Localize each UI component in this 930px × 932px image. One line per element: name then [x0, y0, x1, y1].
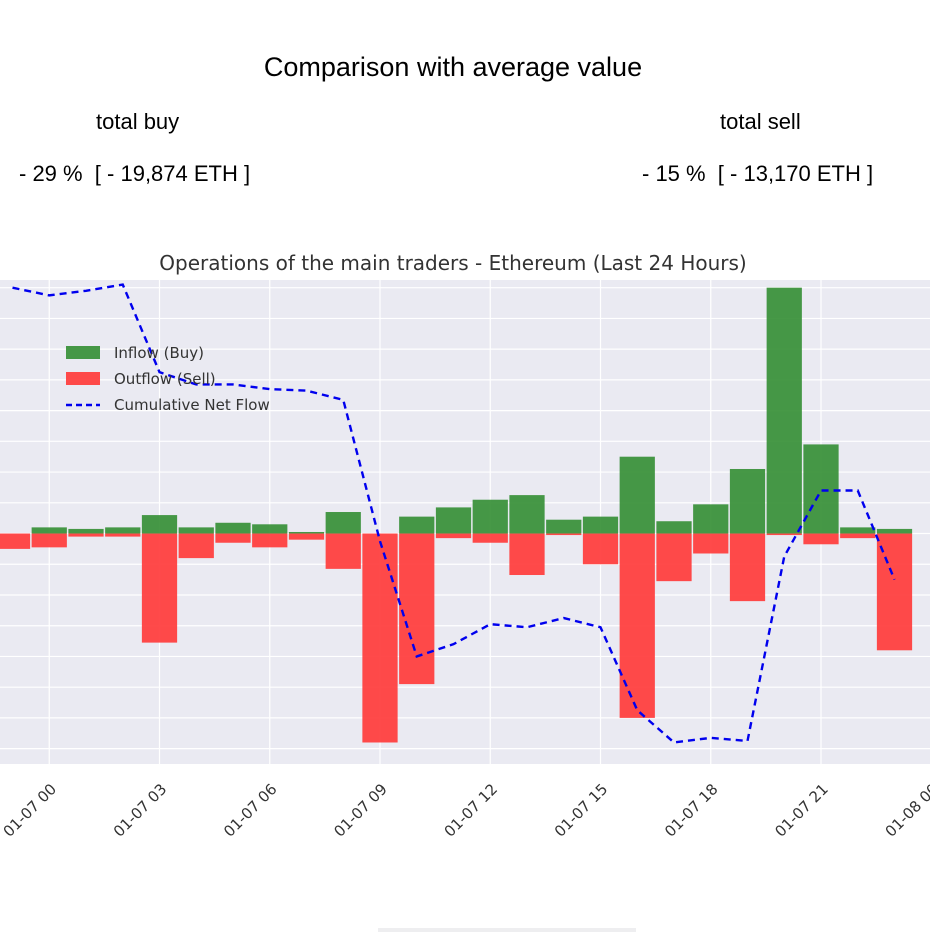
- outflow-bar: [803, 533, 839, 545]
- legend-swatch-outflow: [66, 372, 100, 385]
- page-title: Comparison with average value: [263, 52, 643, 82]
- outflow-bar: [105, 533, 141, 537]
- x-axis-ticks: 01-07 00 01-07 03 01-07 06 01-07 09 01-07 12…: [0, 780, 930, 840]
- legend-label-net-flow: Cumulative Net Flow: [114, 396, 270, 414]
- outflow-bar: [840, 533, 876, 539]
- inflow-bar: [178, 527, 214, 534]
- outflow-bar: [766, 533, 802, 536]
- outflow-bar: [582, 533, 619, 565]
- inflow-bar: [546, 519, 582, 534]
- legend: Inflow (Buy) Outflow (Sell) Cumulative N…: [66, 344, 270, 414]
- inflow-bar: [435, 507, 472, 534]
- outflow-bar: [472, 533, 508, 543]
- net-flow-group: [12, 283, 896, 744]
- outflow-bar: [68, 533, 104, 537]
- x-tick-label: 01-07 12: [441, 780, 501, 840]
- inflow-bar: [509, 495, 545, 534]
- outflow-bar: [656, 533, 692, 582]
- outflow-bar: [215, 533, 251, 543]
- outflow-bar: [178, 533, 214, 559]
- inflow-bar: [840, 527, 876, 534]
- outflow-bar: [362, 533, 398, 743]
- inflow-bar: [399, 516, 435, 534]
- outflow-bar: [0, 533, 31, 549]
- outflow-bar: [141, 533, 178, 643]
- outflow-bar: [325, 533, 361, 569]
- x-tick-label: 01-07 18: [661, 780, 721, 840]
- x-tick-label: 01-07 00: [0, 780, 60, 840]
- outflow-bar: [288, 533, 325, 540]
- outflow-bar: [509, 533, 545, 576]
- inflow-bar: [619, 456, 655, 534]
- inflow-bar: [472, 499, 508, 534]
- outflow-bar: [252, 533, 288, 548]
- x-tick-label: 01-07 15: [551, 780, 611, 840]
- net-flow-line: [12, 283, 896, 744]
- x-tick-label: 01-07 03: [110, 780, 170, 840]
- outflow-bar: [729, 533, 766, 602]
- inflow-bar: [141, 515, 178, 534]
- inflow-bar: [252, 524, 288, 534]
- inflow-bar: [288, 531, 325, 534]
- inflow-bar: [693, 504, 729, 534]
- outflow-bar: [693, 533, 729, 554]
- x-tick-label: 01-08 00: [882, 780, 930, 840]
- inflow-bar: [105, 527, 141, 534]
- total-sell-value: - 15 % [ - 13,170 ETH ]: [642, 161, 874, 186]
- inflow-bar: [325, 512, 361, 534]
- inflow-bar: [68, 528, 104, 534]
- x-tick-label: 01-07 06: [220, 780, 280, 840]
- total-buy-value: - 29 % [ - 19,874 ETH ]: [19, 161, 251, 186]
- outflow-bar: [876, 533, 913, 651]
- outflow-bar: [399, 533, 435, 685]
- legend-label-outflow: Outflow (Sell): [114, 370, 216, 388]
- inflow-bar: [215, 522, 251, 534]
- inflow-bar: [876, 528, 913, 534]
- x-tick-label: 01-07 21: [771, 780, 831, 840]
- inflow-bar: [31, 527, 67, 534]
- outflow-bar: [546, 533, 582, 536]
- outflow-bar: [435, 533, 472, 539]
- outflow-bar: [619, 533, 655, 718]
- total-buy-label: total buy: [96, 109, 180, 134]
- legend-label-inflow: Inflow (Buy): [114, 344, 204, 362]
- legend-swatch-inflow: [66, 346, 100, 359]
- inflow-bar: [803, 444, 839, 534]
- inflow-bar: [582, 516, 619, 534]
- chart-title: Operations of the main traders - Ethereu…: [159, 251, 746, 275]
- total-sell-label: total sell: [720, 109, 801, 134]
- outflow-bar: [31, 533, 67, 548]
- inflow-bar: [729, 468, 766, 534]
- x-tick-label: 01-07 09: [330, 780, 390, 840]
- bars-group: [0, 287, 913, 743]
- inflow-bar: [766, 287, 802, 534]
- scroll-indicator: [378, 928, 636, 932]
- inflow-bar: [656, 521, 692, 534]
